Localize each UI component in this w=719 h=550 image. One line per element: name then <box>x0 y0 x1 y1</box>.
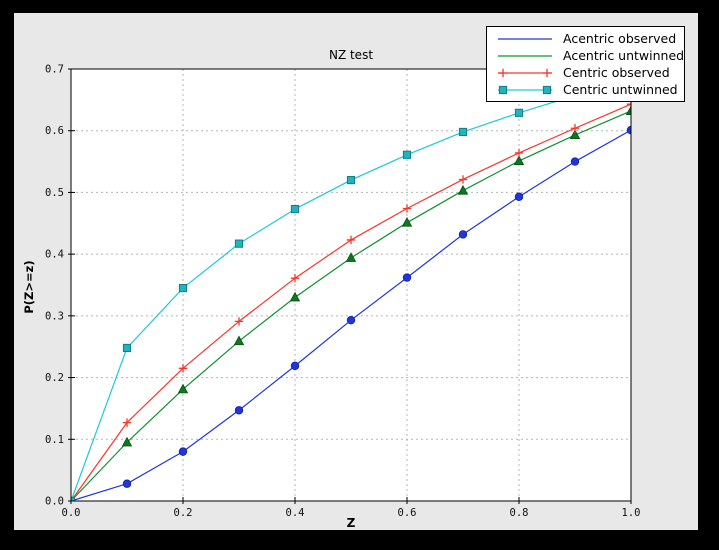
x-tick-label: 0.8 <box>510 507 529 519</box>
plot-background <box>71 69 631 501</box>
y-tick-label: 0.6 <box>45 125 64 137</box>
square-marker <box>514 108 524 117</box>
circle-marker <box>290 361 300 371</box>
y-tick-label: 0.7 <box>45 64 64 76</box>
x-axis-label: Z <box>346 516 356 530</box>
circle-marker <box>458 230 468 239</box>
square-marker <box>290 204 300 214</box>
triangle-marker <box>457 184 469 195</box>
x-tick-label: 0.4 <box>286 507 305 519</box>
legend-label: Centric observed <box>563 65 670 80</box>
y-axis-label: P(Z>=z) <box>22 260 36 314</box>
legend-label: Acentric observed <box>563 31 677 46</box>
plus-marker <box>290 274 300 283</box>
legend-label: Acentric untwinned <box>563 48 685 63</box>
y-tick-label: 0.5 <box>45 187 64 199</box>
chart-title: NZ test <box>328 48 374 62</box>
legend-line-sample-icon <box>498 68 552 77</box>
triangle-marker <box>289 291 301 302</box>
triangle-marker <box>121 436 133 447</box>
legend-line-sample-icon <box>498 54 552 57</box>
circle-marker <box>570 157 580 166</box>
axes-spines <box>70 68 632 502</box>
circle-marker <box>178 447 188 456</box>
plus-marker <box>458 175 468 184</box>
square-marker <box>122 343 132 353</box>
triangle-marker <box>401 217 413 227</box>
y-tick-label: 0.4 <box>45 249 64 261</box>
y-tick-label: 0.1 <box>45 434 64 446</box>
triangle-marker <box>513 155 525 165</box>
circle-marker <box>402 273 412 282</box>
legend-line-sample-icon <box>498 37 552 40</box>
x-tick-label: 0.6 <box>398 507 417 519</box>
circle-marker <box>234 406 244 415</box>
plus-marker <box>346 235 356 245</box>
triangle-marker <box>177 383 189 394</box>
gridlines <box>71 69 631 501</box>
plus-marker <box>234 317 244 326</box>
legend-item-centric-observed: Centric observed <box>496 64 684 81</box>
plus-marker <box>498 68 508 77</box>
legend-item-centric-untwinned: Centric untwinned <box>496 81 684 98</box>
square-marker <box>234 239 244 248</box>
legend-box: Acentric observed Acentric untwinned Cen… <box>486 26 685 102</box>
plus-marker <box>178 364 188 373</box>
figure-canvas: 0.0 0.2 0.4 0.6 0.8 1.0 0.0 0.1 0.2 0.3 0.4 0.5 0.6 0… <box>14 13 698 530</box>
square-marker <box>542 85 552 94</box>
circle-marker <box>346 315 356 325</box>
y-tick-label: 0.0 <box>45 496 64 508</box>
square-marker <box>178 283 188 293</box>
y-tick-label: 0.3 <box>45 310 64 322</box>
triangle-marker <box>233 335 245 346</box>
circle-marker <box>514 192 524 201</box>
plus-marker <box>514 148 524 158</box>
triangle-marker <box>569 129 581 140</box>
legend-item-acentric-untwinned: Acentric untwinned <box>496 47 684 64</box>
legend-label: Centric untwinned <box>563 82 678 97</box>
tick-marks: 0.0 0.2 0.4 0.6 0.8 1.0 0.0 0.1 0.2 0.3 0.4 0.5 0.6 0… <box>45 64 640 520</box>
square-marker <box>402 150 412 159</box>
plus-marker <box>402 204 412 213</box>
plus-marker <box>570 124 580 133</box>
square-marker <box>498 85 508 94</box>
circle-marker <box>122 479 132 488</box>
square-marker <box>346 175 356 185</box>
square-marker <box>458 127 468 137</box>
x-tick-label: 1.0 <box>622 507 641 519</box>
series-group <box>70 75 632 502</box>
x-tick-label: 0.0 <box>62 507 81 519</box>
plus-marker <box>542 68 552 77</box>
legend-line-sample-icon <box>498 85 552 94</box>
y-tick-label: 0.2 <box>45 372 64 384</box>
nz-plot-axes: 0.0 0.2 0.4 0.6 0.8 1.0 0.0 0.1 0.2 0.3 0.4 0.5 0.6 0… <box>45 64 640 520</box>
legend-item-acentric-observed: Acentric observed <box>496 30 684 47</box>
x-tick-label: 0.2 <box>174 507 193 519</box>
plus-marker <box>122 418 132 427</box>
triangle-marker <box>345 252 357 262</box>
